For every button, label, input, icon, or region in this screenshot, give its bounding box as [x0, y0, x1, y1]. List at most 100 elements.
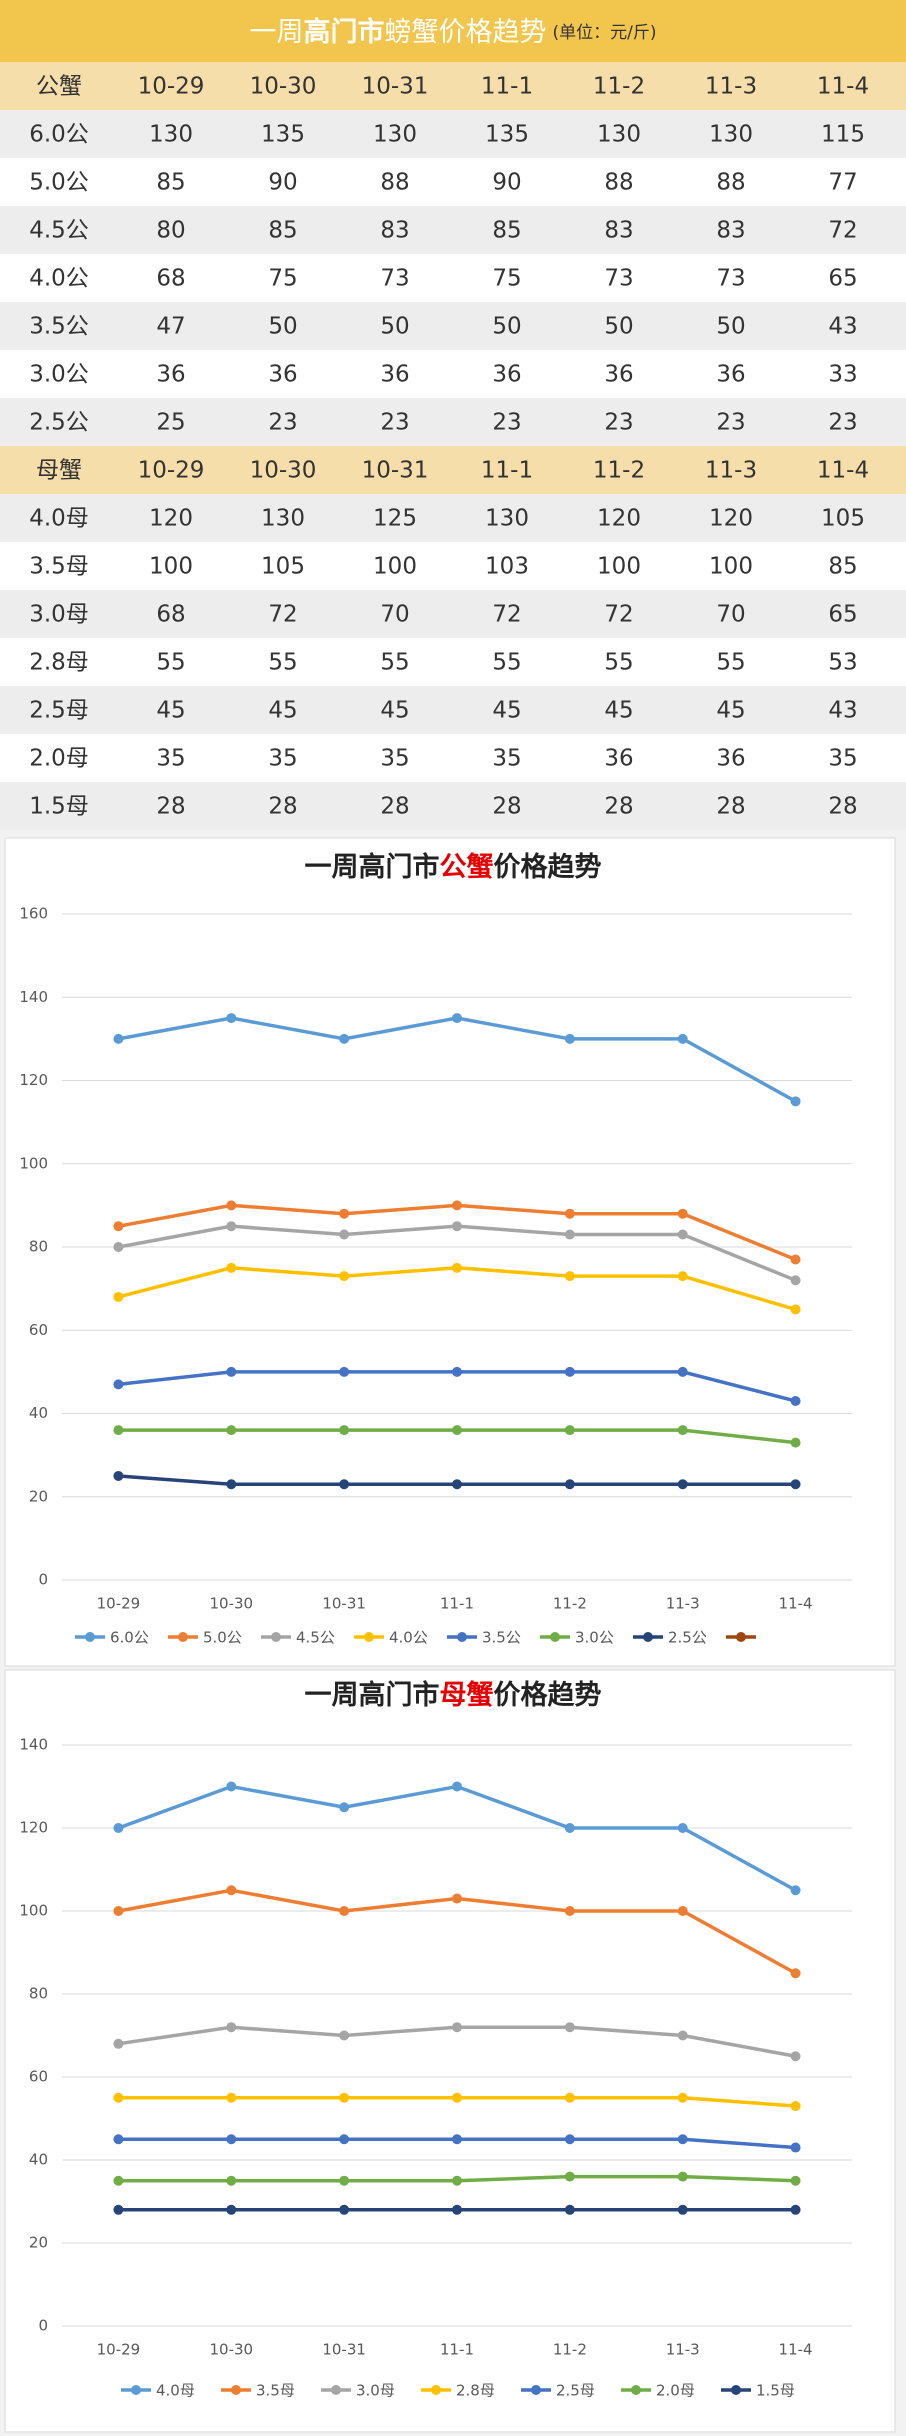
table-row: [0, 254, 906, 302]
title-unit: (单位：元/斤): [553, 23, 657, 43]
point: [677, 1425, 688, 1436]
header-cell: 11-2: [593, 458, 645, 484]
header-cell: 母蟹: [36, 458, 82, 484]
point: [790, 2204, 801, 2215]
header-cell: 10-31: [362, 74, 429, 100]
table-cell: 88: [380, 170, 409, 196]
table-cell: 85: [492, 218, 521, 244]
table-cell: 115: [821, 122, 865, 148]
point: [339, 1479, 350, 1490]
table-cell: 55: [380, 650, 409, 676]
point: [339, 2092, 350, 2103]
point: [790, 2175, 801, 2186]
y-tick-label: 120: [19, 1819, 48, 1837]
header-cell: 11-3: [705, 458, 757, 484]
table-cell: 130: [485, 506, 529, 532]
point: [677, 1033, 688, 1044]
point: [113, 2134, 124, 2145]
point: [452, 2092, 462, 2103]
table-cell: 73: [604, 266, 633, 292]
legend-swatch-dot: [550, 1632, 560, 1642]
x-tick-label: 11-4: [779, 2341, 813, 2359]
table-cell: 100: [597, 554, 641, 580]
point: [790, 2101, 801, 2112]
x-tick-label: 11-3: [666, 2341, 700, 2359]
x-tick-label: 11-1: [440, 2341, 474, 2359]
legend-label: 3.0母: [356, 2382, 395, 2400]
point: [790, 1479, 801, 1490]
point: [452, 2022, 462, 2033]
point: [113, 1033, 124, 1044]
legend-label: 3.5母: [256, 2382, 295, 2400]
point: [226, 2134, 237, 2145]
table-cell: 35: [828, 746, 857, 772]
table-cell: 2.8母: [29, 650, 89, 676]
table-cell: 130: [373, 122, 417, 148]
table-cell: 55: [492, 650, 521, 676]
point: [452, 1781, 462, 1792]
point: [564, 1208, 575, 1219]
point: [677, 1271, 688, 1282]
table-row: [0, 686, 906, 734]
point: [452, 1425, 462, 1436]
table-cell: 47: [156, 314, 185, 340]
table-cell: 50: [492, 314, 521, 340]
table-cell: 72: [828, 218, 857, 244]
point: [790, 1437, 801, 1448]
chart-title-part: 公蟹: [440, 852, 494, 882]
chart-title-part: 价格趋势: [494, 1680, 602, 1710]
table-cell: 25: [156, 410, 185, 436]
x-tick-label: 11-1: [440, 1595, 474, 1613]
point: [790, 1096, 801, 1107]
legend-label: 2.0母: [656, 2382, 695, 2400]
table-cell: 36: [380, 362, 409, 388]
legend-swatch-dot: [231, 2385, 241, 2395]
point: [226, 2175, 237, 2186]
table-cell: 28: [156, 794, 185, 820]
point: [790, 1885, 801, 1896]
x-tick-label: 10-29: [97, 2341, 141, 2359]
header-cell: 11-1: [481, 458, 533, 484]
legend-swatch-dot: [131, 2385, 141, 2395]
point: [339, 1229, 350, 1240]
table-cell: 36: [716, 746, 745, 772]
legend-swatch-dot: [731, 2385, 741, 2395]
table-cell: 105: [821, 506, 865, 532]
table-row: [0, 494, 906, 542]
point: [339, 1802, 350, 1813]
table-cell: 23: [492, 410, 521, 436]
point: [790, 2051, 801, 2062]
table-cell: 125: [373, 506, 417, 532]
table-cell: 72: [604, 602, 633, 628]
point: [113, 1242, 124, 1252]
legend-swatch-dot: [364, 1632, 374, 1642]
table-cell: 75: [492, 266, 521, 292]
table-cell: 70: [716, 602, 745, 628]
point: [113, 1291, 124, 1302]
table-cell: 23: [380, 410, 409, 436]
legend-swatch-dot: [331, 2385, 341, 2395]
table-cell: 28: [828, 794, 857, 820]
table-cell: 50: [604, 314, 633, 340]
table-cell: 65: [828, 602, 857, 628]
table-cell: 55: [156, 650, 185, 676]
y-tick-label: 100: [19, 1902, 48, 1920]
point: [339, 2175, 350, 2186]
header-cell: 11-4: [817, 458, 869, 484]
y-tick-label: 40: [29, 1404, 48, 1422]
table-cell: 3.5母: [29, 554, 89, 580]
table-cell: 2.0母: [29, 746, 89, 772]
point: [677, 1479, 688, 1490]
table-cell: 36: [268, 362, 297, 388]
legend-swatch-dot: [736, 1632, 746, 1642]
y-tick-label: 60: [29, 1321, 48, 1339]
table-cell: 28: [268, 794, 297, 820]
point: [113, 1906, 124, 1916]
table-cell: 80: [156, 218, 185, 244]
point: [564, 1425, 575, 1436]
legend-label: 4.0母: [156, 2382, 195, 2400]
point: [339, 1366, 350, 1377]
point: [564, 2092, 575, 2103]
point: [339, 2134, 350, 2145]
point: [677, 2204, 688, 2215]
